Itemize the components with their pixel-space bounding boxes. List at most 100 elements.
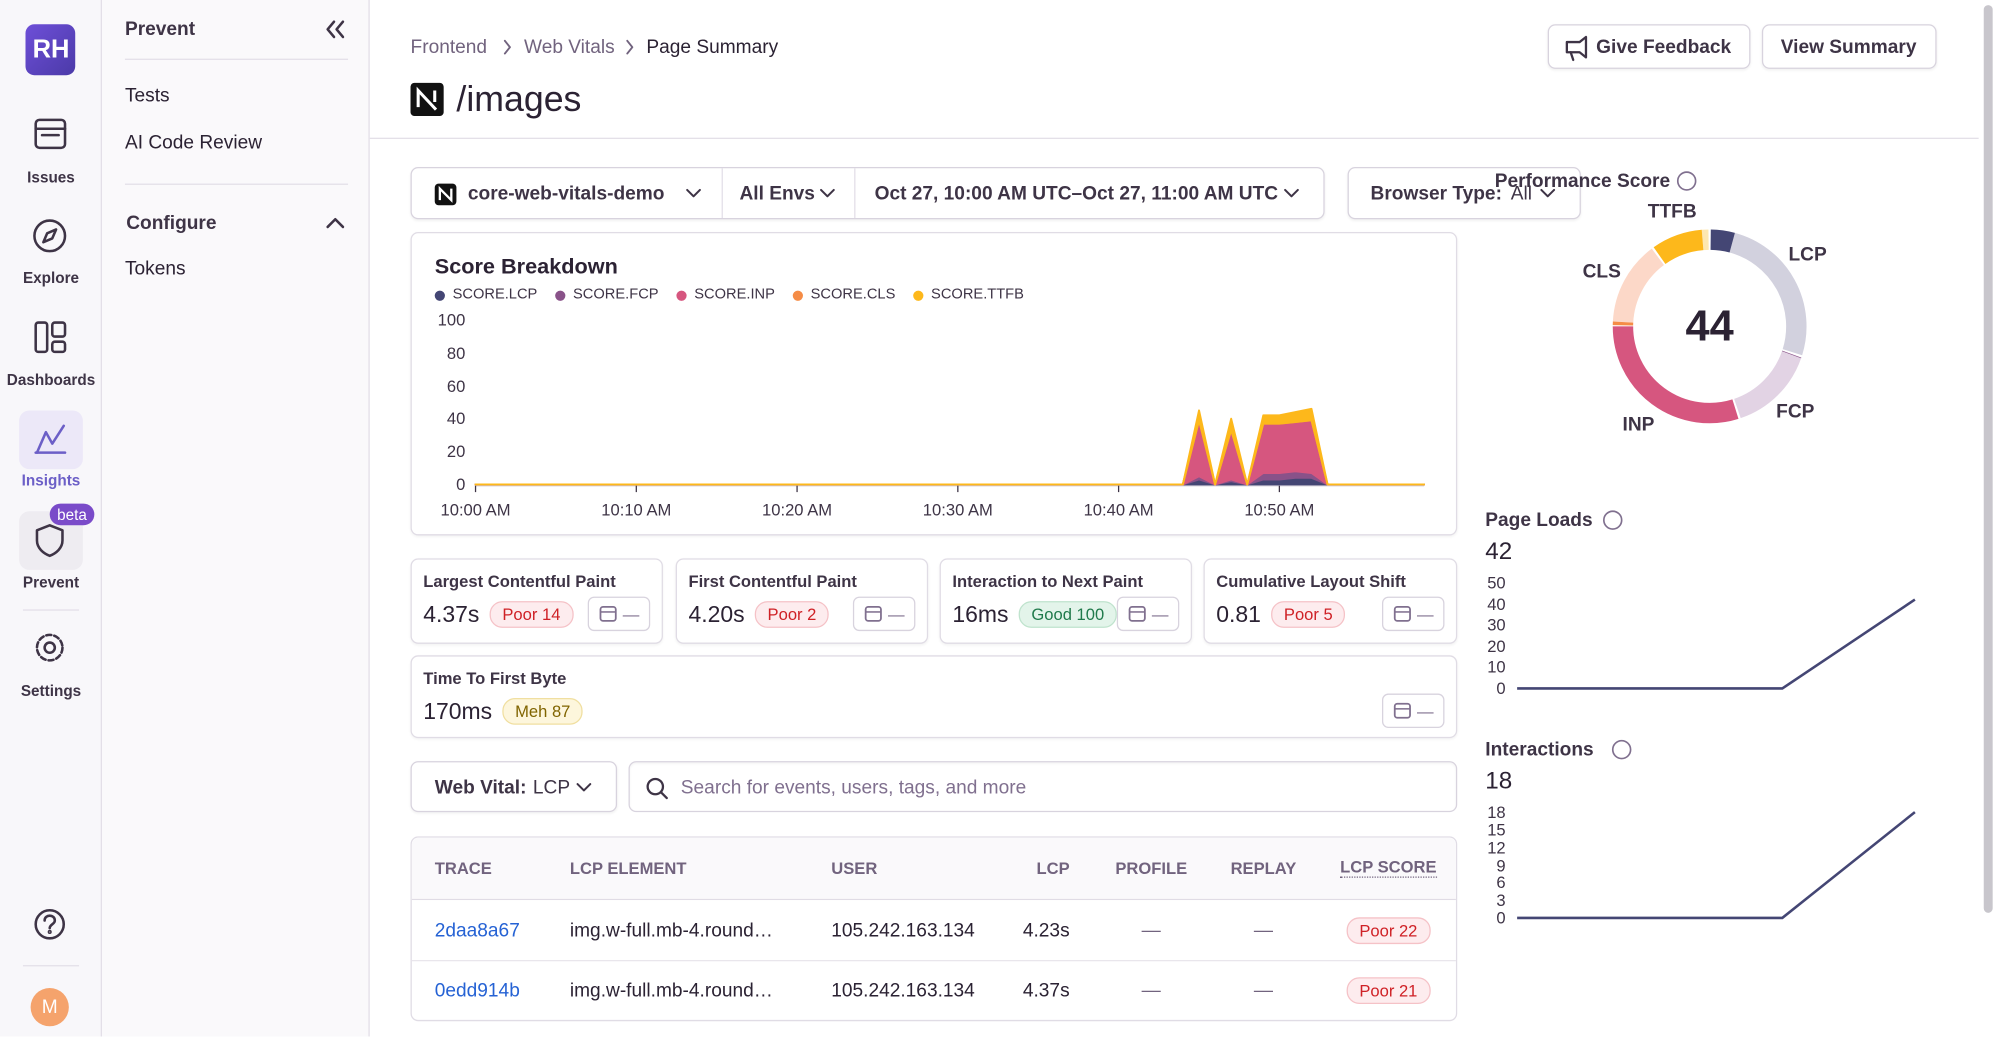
breadcrumb: Page Summary	[646, 38, 778, 57]
breadcrumb[interactable]: Frontend	[411, 38, 488, 57]
subnav-item[interactable]: AI Code Review	[125, 133, 262, 152]
panel-title: Page Loads	[1485, 511, 1592, 530]
subnav-title: Prevent	[125, 20, 195, 39]
panel-total: 18	[1485, 769, 1512, 793]
segment-label: INP	[1622, 415, 1654, 434]
nav-badge: beta	[57, 507, 87, 522]
active-nav-bg	[19, 411, 83, 470]
legend-label: SCORE.LCP	[453, 288, 538, 303]
y-tick-label: 9	[1496, 857, 1505, 874]
table-cell: 105.242.163.134	[831, 921, 975, 940]
metric-sample: —	[623, 606, 640, 623]
segment-label: CLS	[1583, 262, 1621, 281]
y-tick-label: 100	[438, 312, 466, 329]
trace-link[interactable]: 2daa8a67	[435, 921, 520, 940]
column-header[interactable]: LCP	[1036, 860, 1069, 877]
panel-title: Interactions	[1485, 740, 1593, 759]
segment-label: TTFB	[1648, 202, 1697, 221]
metric-value: 170ms	[423, 700, 492, 723]
metric-sample: —	[1152, 606, 1169, 623]
filter-divider	[722, 168, 723, 218]
column-header[interactable]: TRACE	[435, 860, 492, 877]
y-tick-label: 80	[447, 345, 465, 362]
y-tick-label: 40	[1487, 595, 1505, 612]
y-tick-label: 0	[1496, 680, 1505, 697]
table-cell: 4.23s	[1023, 921, 1070, 940]
sample-button[interactable]	[1117, 597, 1179, 631]
subnav-item[interactable]: Tokens	[125, 259, 186, 278]
segment-label: FCP	[1776, 402, 1814, 421]
user-avatar[interactable]: M	[42, 998, 58, 1017]
metric-card	[411, 655, 1458, 738]
y-tick-label: 10	[1487, 659, 1505, 676]
filter-env[interactable]: All Envs	[739, 184, 814, 203]
select-value[interactable]: LCP	[533, 778, 570, 797]
metric-rating: Meh 87	[502, 698, 583, 725]
legend-label: SCORE.TTFB	[931, 288, 1024, 303]
sample-button[interactable]	[588, 597, 650, 631]
metric-rating: Poor 2	[755, 601, 829, 628]
sample-button[interactable]	[853, 597, 915, 631]
page-title: /images	[456, 82, 581, 118]
metric-name: Largest Contentful Paint	[423, 573, 615, 590]
nav-label[interactable]: Dashboards	[7, 372, 95, 387]
column-header[interactable]: PROFILE	[1115, 860, 1187, 877]
sample-button[interactable]	[1382, 694, 1444, 728]
y-tick-label: 30	[1487, 617, 1505, 634]
x-tick-label: 10:50 AM	[1244, 502, 1314, 519]
nav-label[interactable]: Issues	[27, 170, 75, 185]
legend-label: SCORE.CLS	[811, 288, 896, 303]
filter-project[interactable]: core-web-vitals-demo	[468, 184, 665, 203]
y-tick-label: 20	[1487, 638, 1505, 655]
breadcrumb[interactable]: Web Vitals	[524, 38, 615, 57]
score-track	[1623, 257, 1658, 322]
y-tick-label: 0	[456, 476, 465, 493]
segment-label: LCP	[1788, 246, 1826, 265]
column-header[interactable]: REPLAY	[1231, 860, 1297, 877]
row-divider	[412, 960, 1456, 961]
y-tick-label: 60	[447, 377, 465, 394]
score-arc	[1711, 240, 1733, 243]
subnav-item[interactable]: Tests	[125, 86, 170, 105]
panel-total: 42	[1485, 540, 1512, 564]
filter-value[interactable]: All	[1511, 184, 1532, 203]
table-cell: —	[1254, 921, 1273, 940]
y-tick-label: 20	[447, 443, 465, 460]
nav-label[interactable]: Prevent	[23, 575, 79, 590]
nav-label[interactable]: Insights	[22, 473, 81, 488]
line-series	[1517, 600, 1915, 689]
metric-sample: —	[1417, 703, 1434, 720]
metric-name: Cumulative Layout Shift	[1216, 573, 1406, 590]
search-placeholder[interactable]: Search for events, users, tags, and more	[681, 778, 1026, 797]
nav-label[interactable]: Explore	[23, 270, 79, 285]
button-label[interactable]: Give Feedback	[1596, 38, 1731, 57]
button-label[interactable]: View Summary	[1781, 38, 1917, 57]
y-tick-label: 50	[1487, 574, 1505, 591]
y-tick-label: 12	[1487, 839, 1505, 856]
table-cell: —	[1142, 921, 1161, 940]
nav-label[interactable]: Settings	[21, 683, 81, 698]
metric-rating: Poor 14	[490, 601, 574, 628]
table-header-bg	[412, 838, 1456, 900]
y-tick-label: 40	[447, 410, 465, 427]
y-tick-label: 0	[1496, 910, 1505, 927]
column-header[interactable]: USER	[831, 860, 877, 877]
divider	[125, 59, 348, 60]
score-value: 44	[1686, 305, 1734, 348]
metric-sample: —	[888, 606, 905, 623]
metric-value: 0.81	[1216, 603, 1261, 626]
score-track	[1732, 243, 1796, 353]
column-header[interactable]: LCP SCORE	[1340, 859, 1436, 878]
sample-button[interactable]	[1382, 597, 1444, 631]
select-label[interactable]: Web Vital:	[435, 778, 527, 797]
scrollbar[interactable]	[1984, 5, 1993, 913]
filter-label[interactable]: Browser Type:	[1371, 184, 1502, 203]
column-header[interactable]: LCP ELEMENT	[570, 860, 687, 877]
subnav-section[interactable]: Configure	[126, 214, 216, 233]
metric-rating: Good 100	[1019, 601, 1117, 628]
x-tick-label: 10:00 AM	[441, 502, 511, 519]
metric-sample: —	[1417, 606, 1434, 623]
secondary-nav	[102, 0, 370, 1036]
trace-link[interactable]: 0edd914b	[435, 981, 520, 1000]
filter-date[interactable]: Oct 27, 10:00 AM UTC–Oct 27, 11:00 AM UT…	[875, 184, 1279, 203]
